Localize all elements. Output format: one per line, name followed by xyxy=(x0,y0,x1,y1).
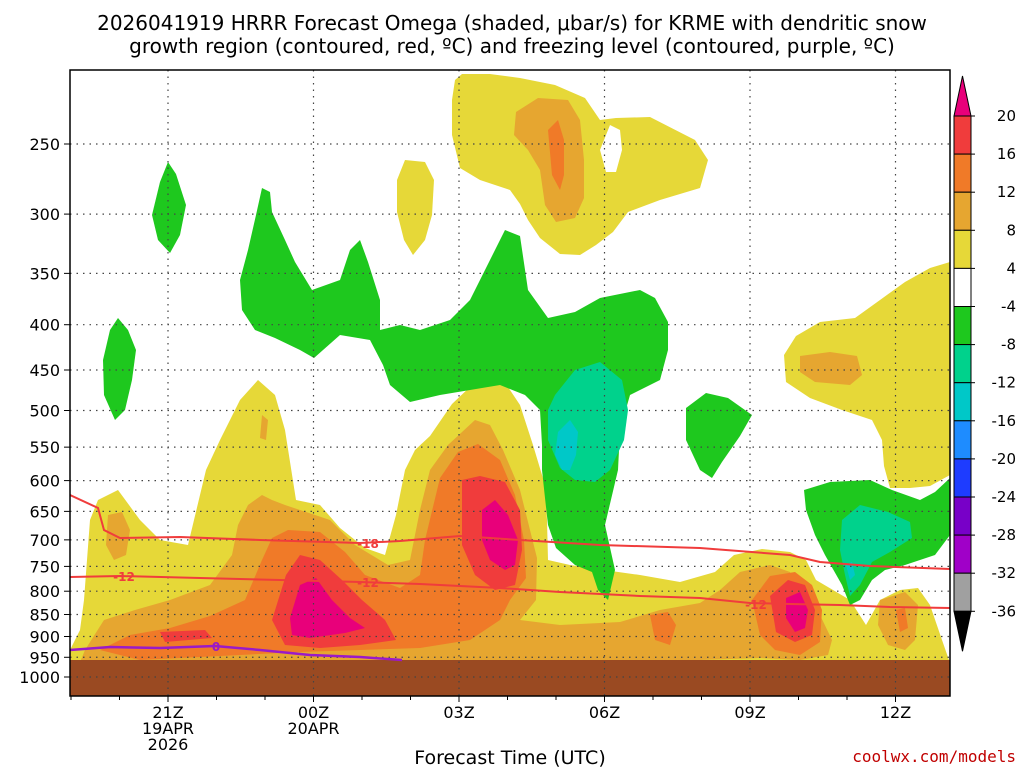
omega-over-20-area-b xyxy=(482,500,518,570)
x-tick-label: 12Z xyxy=(880,703,911,722)
colorbar-label: -8 xyxy=(1001,336,1016,354)
y-axis: 250 300 350 400 450 500 550 600 650 700 750 800 850 9… xyxy=(19,135,70,687)
omega-minus4-minus8-mid-area xyxy=(686,393,752,478)
dgz-minus12-contour xyxy=(70,574,950,609)
omega-8-12-right-area xyxy=(800,352,862,385)
colorbar-label: -32 xyxy=(992,564,1017,582)
omega-white-hole xyxy=(600,125,622,172)
colorbar-swatch xyxy=(953,458,972,498)
colorbar-label: -28 xyxy=(992,526,1017,544)
plot-frame xyxy=(69,69,951,697)
y-tick-label: 800 xyxy=(29,582,60,601)
y-tick-label: 500 xyxy=(29,402,60,421)
ground-surface xyxy=(70,660,950,696)
colorbar-swatch xyxy=(953,306,972,346)
x-axis-label: Forecast Time (UTC) xyxy=(414,747,605,768)
x-tick-label: 21Z xyxy=(152,703,183,722)
colorbar-label: 20 xyxy=(997,107,1016,125)
colorbar-label: -4 xyxy=(1001,298,1016,316)
plot-area: -18 -12 -12 -12 0 xyxy=(70,70,950,696)
omega-over-20-area-c xyxy=(786,592,808,632)
omega-8-12-upper-area xyxy=(514,98,584,222)
y-tick-label: 650 xyxy=(29,502,60,521)
omega-minus4-minus8-left-area xyxy=(103,318,136,420)
omega-minus12-minus16-area xyxy=(555,420,578,470)
x-tick-label: 09Z xyxy=(734,703,765,722)
x-tick-label: 20APR xyxy=(287,719,339,738)
colorbar-swatch xyxy=(953,344,972,384)
colorbar: 20 16 12 8 4 -4 -8 -12 -16 -20 -24 -28 -32 -36 xyxy=(953,75,1017,652)
omega-minus8-minus12-area-b xyxy=(840,505,912,596)
freezing-level-contour xyxy=(70,644,403,662)
omega-16-20-area-d xyxy=(160,630,212,642)
omega-minus12-minus16-area-b xyxy=(846,562,855,580)
y-tick-label: 550 xyxy=(29,438,60,457)
omega-minus4-minus8-main-area xyxy=(240,188,668,600)
x-tick-label: 03Z xyxy=(443,703,474,722)
omega-8-12-small-left-blob xyxy=(260,415,268,440)
x-tick-label: 00Z xyxy=(298,703,329,722)
colorbar-swatch xyxy=(953,382,972,422)
y-tick-label: 950 xyxy=(29,648,60,667)
dgz-label-lower-a: -12 xyxy=(113,570,135,584)
y-tick-label: 600 xyxy=(29,472,60,491)
credit-text: coolwx.com/models xyxy=(852,747,1016,766)
dgz-label-lower-b: -12 xyxy=(357,576,379,590)
y-tick-label: 350 xyxy=(29,264,60,283)
colorbar-label: -20 xyxy=(992,450,1017,468)
chart-title-line1: 2026041919 HRRR Forecast Omega (shaded, … xyxy=(97,11,927,35)
chart-title-line2: growth region (contoured, red, ºC) and f… xyxy=(129,34,895,58)
dgz-minus18-contour xyxy=(70,494,950,570)
y-tick-label: 450 xyxy=(29,361,60,380)
freezing-level-label: 0 xyxy=(212,640,220,654)
y-tick-label: 900 xyxy=(29,627,60,646)
colorbar-top-triangle xyxy=(953,75,972,117)
colorbar-label: 12 xyxy=(997,183,1016,201)
omega-over-20-area-a xyxy=(290,578,365,638)
x-tick-label: 06Z xyxy=(589,703,620,722)
colorbar-swatch xyxy=(953,153,972,193)
colorbar-swatch xyxy=(953,115,972,155)
y-tick-label: 700 xyxy=(29,531,60,550)
colorbar-swatch xyxy=(953,267,972,307)
dgz-label-lower-c: -12 xyxy=(745,598,767,612)
colorbar-label: 8 xyxy=(1006,221,1016,239)
colorbar-label: -12 xyxy=(992,374,1017,392)
colorbar-label: 16 xyxy=(997,145,1016,163)
colorbar-bottom-triangle xyxy=(953,610,972,652)
omega-12-16-small-area xyxy=(650,612,676,645)
x-tick-label: 2026 xyxy=(148,735,189,754)
gridlines xyxy=(70,70,950,696)
colorbar-swatch xyxy=(953,229,972,269)
y-tick-label: 400 xyxy=(29,316,60,335)
y-tick-label: 850 xyxy=(29,606,60,625)
colorbar-swatch xyxy=(953,496,972,536)
colorbar-swatch xyxy=(953,572,972,612)
colorbar-label: 4 xyxy=(1006,259,1016,277)
dgz-label-upper: -18 xyxy=(357,537,379,551)
colorbar-swatch xyxy=(953,191,972,231)
omega-12-16-upper-area xyxy=(548,120,564,190)
y-tick-label: 750 xyxy=(29,557,60,576)
colorbar-swatch xyxy=(953,534,972,574)
y-tick-label: 1000 xyxy=(19,668,60,687)
y-tick-label: 300 xyxy=(29,205,60,224)
omega-4-8-small-area xyxy=(397,160,434,255)
colorbar-swatch xyxy=(953,420,972,460)
omega-12-16-far-right-blob xyxy=(896,608,908,632)
colorbar-label: -16 xyxy=(992,412,1017,430)
colorbar-label: -24 xyxy=(992,488,1017,506)
omega-minus4-minus8-top-area xyxy=(152,162,186,253)
x-tick-label: 19APR xyxy=(142,719,194,738)
y-tick-label: 250 xyxy=(29,135,60,154)
colorbar-label: -36 xyxy=(992,602,1017,620)
omega-4-8-right-area xyxy=(784,262,950,488)
